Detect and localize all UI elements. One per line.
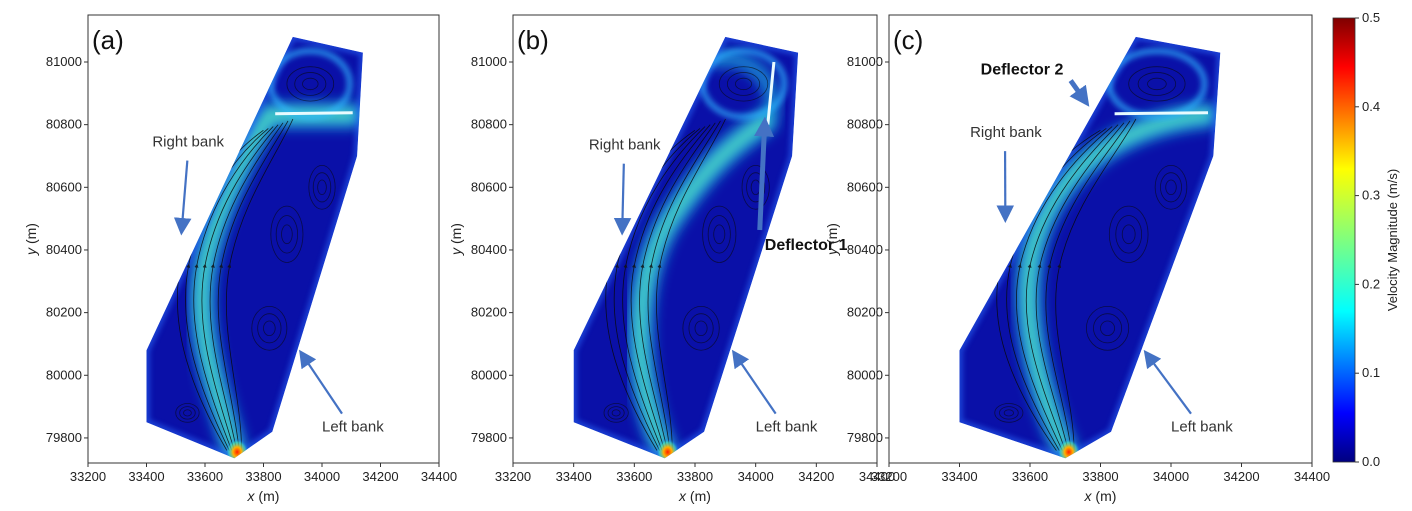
annotation: Left bank xyxy=(1143,349,1233,436)
velocity-field xyxy=(959,36,1221,459)
colorbar-tick-label: 0.1 xyxy=(1362,365,1380,380)
panel-label: (c) xyxy=(893,25,923,55)
colorbar-tick-label: 0.5 xyxy=(1362,10,1380,25)
x-tick-label: 33200 xyxy=(70,469,106,484)
colorbar: 0.0 0.1 0.2 0.3 0.4 0.5 Velocity Magnitude (m/… xyxy=(1332,10,1400,469)
colorbar-label: Velocity Magnitude (m/s) xyxy=(1385,169,1400,311)
x-tick-label: 33400 xyxy=(556,469,592,484)
y-tick-label: 80200 xyxy=(46,305,82,320)
x-tick-label: 33200 xyxy=(495,469,531,484)
x-tick-label: 34400 xyxy=(1294,469,1330,484)
x-tick-label: 34000 xyxy=(1153,469,1189,484)
annotation-arrow xyxy=(1143,349,1192,415)
annotation-arrow xyxy=(1068,79,1090,107)
x-tick-label: 33800 xyxy=(1082,469,1118,484)
annotation-text: Right bank xyxy=(152,134,224,151)
panel-label: (a) xyxy=(92,25,124,55)
velocity-field xyxy=(146,36,363,459)
annotation-text: Left bank xyxy=(756,419,818,436)
x-tick-label: 33400 xyxy=(941,469,977,484)
x-axis-label: x (m) xyxy=(678,488,711,504)
x-tick-label: 34400 xyxy=(859,469,895,484)
y-tick-label: 80200 xyxy=(471,305,507,320)
annotation-arrow xyxy=(613,163,632,236)
panel-label: (b) xyxy=(517,25,549,55)
x-tick-label: 33800 xyxy=(677,469,713,484)
y-tick-label: 79800 xyxy=(471,430,507,445)
x-axis-label: x (m) xyxy=(1084,488,1117,504)
y-axis-label: y (m) xyxy=(23,223,39,256)
x-tick-label: 33600 xyxy=(616,469,652,484)
axes: 33200 33400 33600 33800 34000 34200 34400 79800… xyxy=(46,54,457,484)
colorbar-tick-label: 0.4 xyxy=(1362,99,1380,114)
y-tick-label: 80200 xyxy=(847,305,883,320)
annotation: Left bank xyxy=(731,349,818,436)
y-tick-label: 80600 xyxy=(847,179,883,194)
y-tick-label: 80000 xyxy=(46,367,82,382)
annotation: Right bank xyxy=(970,124,1042,224)
annotation-text: Left bank xyxy=(1171,419,1233,436)
y-tick-label: 79800 xyxy=(46,430,82,445)
annotation-arrow xyxy=(173,160,192,236)
colorbar-tick-label: 0.2 xyxy=(1362,276,1380,291)
x-tick-label: 34200 xyxy=(362,469,398,484)
annotation-arrow xyxy=(299,349,343,415)
annotation: Deflector 2 xyxy=(981,62,1090,107)
y-tick-label: 80600 xyxy=(46,179,82,194)
annotation-text: Right bank xyxy=(970,124,1042,141)
y-tick-label: 80600 xyxy=(471,179,507,194)
axes: 33200 33400 33600 33800 34000 34200 34400 79800… xyxy=(847,54,1330,484)
panel-2: 33200 33400 33600 33800 34000 34200 34400 79800… xyxy=(448,14,895,504)
annotation-arrow xyxy=(731,349,777,415)
annotation: Right bank xyxy=(589,137,661,236)
x-tick-label: 34200 xyxy=(798,469,834,484)
y-tick-label: 79800 xyxy=(847,430,883,445)
x-tick-label: 34000 xyxy=(738,469,774,484)
annotation-arrow xyxy=(754,116,775,231)
y-axis-label: y (m) xyxy=(448,223,464,256)
annotation-text: Right bank xyxy=(589,137,661,154)
x-tick-label: 34200 xyxy=(1223,469,1259,484)
x-tick-label: 33200 xyxy=(871,469,907,484)
annotation-text: Deflector 2 xyxy=(981,62,1064,79)
x-tick-label: 33600 xyxy=(187,469,223,484)
axes: 33200 33400 33600 33800 34000 34200 34400 79800… xyxy=(471,54,895,484)
y-tick-label: 80400 xyxy=(847,242,883,257)
y-tick-label: 81000 xyxy=(471,54,507,69)
panel-1: 33200 33400 33600 33800 34000 34200 34400 79800… xyxy=(23,14,457,504)
annotation-text: Left bank xyxy=(322,419,384,436)
x-tick-label: 33600 xyxy=(1012,469,1048,484)
x-axis-label: x (m) xyxy=(247,488,280,504)
x-tick-label: 33400 xyxy=(128,469,164,484)
y-tick-label: 80800 xyxy=(471,117,507,132)
panel-3: 33200 33400 33600 33800 34000 34200 34400 79800… xyxy=(824,14,1330,504)
colorbar-scale xyxy=(1332,17,1356,463)
y-tick-label: 80800 xyxy=(847,117,883,132)
y-tick-label: 80000 xyxy=(471,367,507,382)
annotation-text: Deflector 1 xyxy=(765,237,848,254)
y-axis-label: y (m) xyxy=(824,223,840,256)
y-tick-label: 80800 xyxy=(46,117,82,132)
annotation: Left bank xyxy=(299,349,384,436)
x-tick-label: 34400 xyxy=(421,469,457,484)
y-tick-label: 81000 xyxy=(46,54,82,69)
x-tick-label: 33800 xyxy=(245,469,281,484)
colorbar-tick-label: 0.0 xyxy=(1362,454,1380,469)
colorbar-tick-label: 0.3 xyxy=(1362,188,1380,203)
x-tick-label: 34000 xyxy=(304,469,340,484)
y-tick-label: 80400 xyxy=(46,242,82,257)
y-tick-label: 80400 xyxy=(471,242,507,257)
annotation: Deflector 1 xyxy=(754,116,848,254)
y-tick-label: 81000 xyxy=(847,54,883,69)
y-tick-label: 80000 xyxy=(847,367,883,382)
annotation: Right bank xyxy=(152,134,225,236)
